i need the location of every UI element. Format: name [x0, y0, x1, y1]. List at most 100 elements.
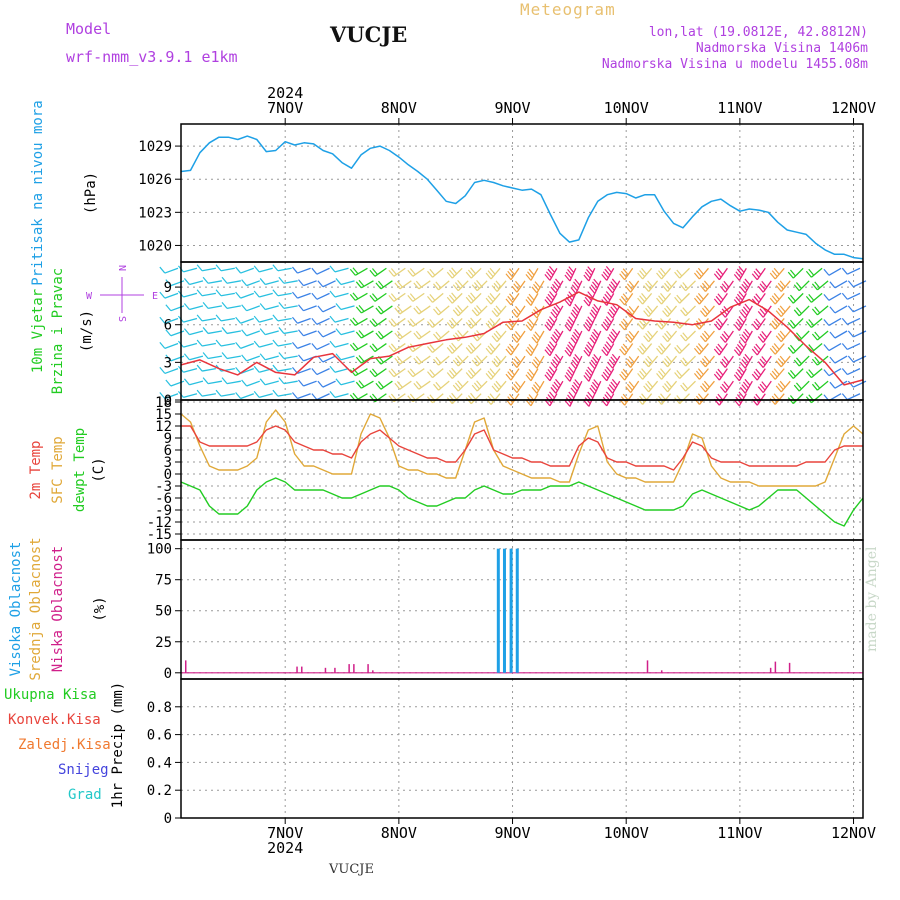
wind-barb-feather [215, 264, 222, 272]
wind-barb [699, 380, 715, 393]
wind-barb-shaft [340, 380, 355, 386]
wind-barb-feather [771, 370, 778, 378]
wind-barb-feather [451, 317, 458, 325]
wind-barb-feather [573, 381, 579, 389]
wind-barb-shaft [277, 393, 292, 397]
wind-barb-shaft [834, 330, 848, 339]
wind-barb-feather [723, 356, 730, 363]
wind-barb [601, 366, 615, 382]
wind-barb-shaft [164, 317, 179, 324]
wind-barb-feather [433, 358, 439, 366]
wind-barb-feather [505, 373, 512, 381]
wind-barb-shaft [277, 342, 292, 347]
wind-barb-feather [259, 278, 266, 285]
wind-barb-feather [620, 321, 627, 328]
wind-barb-feather [513, 283, 520, 291]
top-date-label: 12NOV [831, 99, 876, 117]
wind-barb-feather [470, 317, 477, 325]
wind-barb-shaft [536, 305, 545, 319]
wind-barb-feather [658, 370, 664, 378]
wind-barb-feather [531, 336, 538, 344]
wind-barb-feather [473, 282, 480, 289]
wind-barb [719, 330, 734, 343]
y-tick-label: -12 [147, 515, 172, 531]
wind-barb-shaft [667, 280, 678, 292]
wind-barb-feather [215, 389, 222, 397]
wind-barb-feather [165, 304, 172, 312]
wind-barb-feather [235, 316, 242, 324]
wind-barb-feather [352, 267, 359, 275]
wind-barb-shaft [490, 292, 501, 305]
wind-barb [235, 341, 255, 349]
wind-barb-feather [695, 270, 702, 278]
wind-barb-shaft [594, 355, 602, 370]
wind-barb-feather [744, 278, 751, 286]
wind-barb-shaft [374, 368, 387, 378]
wind-barb-feather [448, 319, 455, 327]
wind-barb [272, 389, 292, 397]
wind-barb-shaft [588, 318, 596, 332]
wind-barb-shaft [297, 393, 311, 400]
wind-barb-shaft [432, 292, 444, 303]
wind-barb-feather [695, 345, 702, 353]
temp2m-axis-label: 2m Temp [28, 440, 44, 499]
wind-barb-feather [278, 352, 285, 359]
wind-barb [693, 292, 709, 305]
wind-barb-feather [735, 296, 742, 304]
wind-barb-feather [757, 310, 764, 318]
cloud-low-bar [353, 664, 355, 673]
wind-barb-feather [771, 345, 778, 353]
wind-barb-feather [375, 382, 382, 390]
wind-barb-feather [221, 276, 228, 284]
wind-barb-feather [723, 280, 730, 288]
wind-barb [739, 328, 753, 344]
wind-barb-feather [680, 284, 687, 292]
wind-barb-shaft [724, 380, 734, 394]
wind-barb-shaft [661, 267, 672, 280]
wind-barb-feather [567, 319, 573, 326]
wind-barb-shaft [718, 267, 728, 281]
wind-barb-feather [608, 283, 615, 291]
wind-barb-shaft [679, 292, 690, 304]
wind-barb-feather [795, 332, 802, 340]
wind-barb-feather [701, 332, 708, 340]
wind-barb [427, 292, 444, 303]
wind-barb-shaft [847, 317, 861, 325]
wind-barb [427, 317, 444, 328]
wind-barb [787, 368, 804, 379]
wind-barb-feather [568, 341, 575, 349]
wind-barb-feather [511, 386, 518, 394]
wind-barb-feather [593, 303, 600, 311]
wind-barb-feather [457, 380, 464, 388]
wind-barb-shaft [246, 280, 261, 287]
wind-barb-feather [415, 355, 422, 363]
wind-barb-feather [544, 324, 551, 331]
wind-barb [335, 353, 355, 361]
wind-barb [413, 330, 431, 340]
wind-barb [253, 290, 273, 298]
wind-barb [183, 303, 204, 311]
wind-barb-feather [639, 320, 646, 328]
wind-barb-shaft [516, 280, 526, 293]
cloud-high-axis-label: Visoka Oblacnost [8, 542, 24, 677]
wind-barb-feather [699, 385, 706, 393]
wind-barb [215, 264, 235, 272]
wind-barb-feather [622, 293, 629, 301]
wind-barb-feather [470, 367, 477, 375]
legend-snow: Snijeg [58, 762, 109, 778]
y-tick-label: 3 [164, 455, 172, 471]
wind-barb-shaft [536, 355, 545, 369]
wind-barb-feather [601, 349, 608, 357]
wind-barb-shaft [847, 267, 861, 275]
wind-barb [349, 292, 368, 301]
wind-barb [183, 378, 204, 386]
wind-barb-feather [697, 368, 704, 376]
wind-barb-feather [738, 366, 745, 374]
wind-barb-feather [571, 359, 578, 367]
panel-frame [180, 678, 864, 819]
wind-barb-feather [823, 344, 830, 351]
wind-barb-shaft [780, 380, 791, 393]
wind-barb-feather [637, 272, 644, 280]
wind-barb [619, 267, 634, 281]
wind-barb [215, 314, 235, 322]
